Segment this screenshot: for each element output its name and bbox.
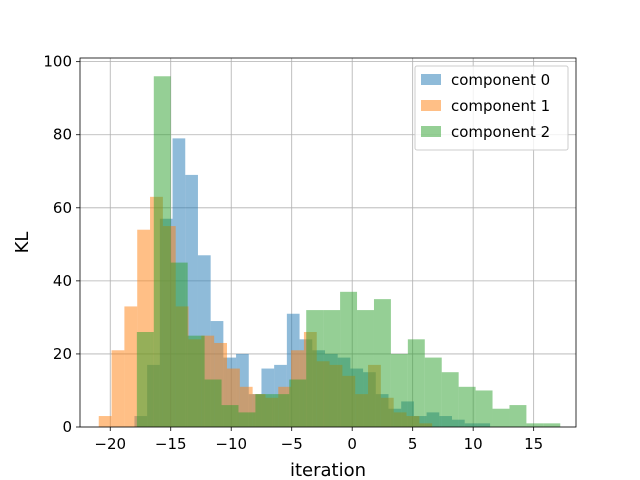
bar-series-2-bin-15 — [390, 353, 408, 427]
bar-series-2-bin-3 — [187, 335, 205, 427]
y-tick-label-2: 40 — [53, 272, 72, 290]
bar-series-2-bin-16 — [407, 339, 425, 427]
bar-series-2-bin-1 — [153, 76, 171, 427]
histogram-bars — [98, 76, 561, 428]
series-2-bars — [136, 76, 561, 427]
x-tick-label-4: 0 — [347, 435, 357, 453]
y-axis-label: KL — [12, 232, 33, 254]
bar-series-1-bin-0 — [98, 416, 112, 427]
legend-box — [414, 65, 569, 151]
bar-series-2-bin-17 — [424, 357, 442, 427]
bar-series-2-bin-11 — [323, 310, 341, 427]
legend-swatch-1 — [421, 100, 441, 111]
bar-series-2-bin-23 — [526, 423, 544, 427]
bar-series-2-bin-13 — [357, 310, 374, 427]
y-tick-label-3: 60 — [53, 199, 72, 217]
legend-label-1: component 1 — [451, 97, 550, 115]
bar-series-2-bin-12 — [340, 291, 358, 427]
y-tick-label-4: 80 — [53, 126, 72, 144]
bar-series-2-bin-5 — [221, 405, 239, 427]
x-axis-ticks: −20 −15 −10 −5 0 5 10 15 — [94, 427, 543, 453]
y-tick-label-5: 100 — [43, 53, 72, 71]
bar-series-2-bin-7 — [255, 394, 273, 427]
plot-frame — [79, 57, 577, 428]
x-axis-label: iteration — [290, 460, 366, 480]
bar-series-2-bin-19 — [458, 386, 476, 427]
bar-series-2-bin-10 — [306, 310, 324, 427]
bar-series-2-bin-2 — [170, 262, 188, 427]
bar-series-1-bin-2 — [124, 306, 138, 427]
x-tick-label-1: −15 — [155, 435, 187, 453]
x-tick-label-6: 10 — [464, 435, 483, 453]
bar-series-2-bin-22 — [509, 405, 527, 427]
bar-series-2-bin-8 — [272, 394, 290, 427]
bar-series-2-bin-21 — [492, 408, 510, 427]
legend-label-0: component 0 — [451, 71, 550, 89]
legend: component 0 component 1 component 2 — [414, 65, 569, 151]
bar-series-2-bin-24 — [543, 423, 561, 427]
bar-series-1-bin-1 — [111, 350, 125, 427]
legend-swatch-0 — [421, 74, 441, 85]
legend-swatch-2 — [421, 126, 441, 137]
x-tick-label-7: 15 — [524, 435, 543, 453]
bar-series-2-bin-6 — [238, 412, 256, 427]
x-tick-label-2: −10 — [215, 435, 247, 453]
bar-series-2-bin-18 — [441, 372, 459, 427]
bar-series-2-bin-20 — [475, 390, 493, 427]
x-tick-label-0: −20 — [94, 435, 126, 453]
y-tick-label-0: 0 — [62, 418, 72, 436]
y-axis-ticks: 0 20 40 60 80 100 — [43, 53, 80, 436]
bar-series-2-bin-14 — [373, 299, 391, 427]
x-tick-label-5: 5 — [408, 435, 418, 453]
y-tick-label-1: 20 — [53, 345, 72, 363]
bar-series-2-bin-0 — [136, 332, 154, 427]
x-tick-label-3: −5 — [281, 435, 303, 453]
bar-series-2-bin-9 — [289, 379, 307, 427]
bar-series-2-bin-4 — [204, 379, 222, 427]
legend-label-2: component 2 — [451, 123, 550, 141]
